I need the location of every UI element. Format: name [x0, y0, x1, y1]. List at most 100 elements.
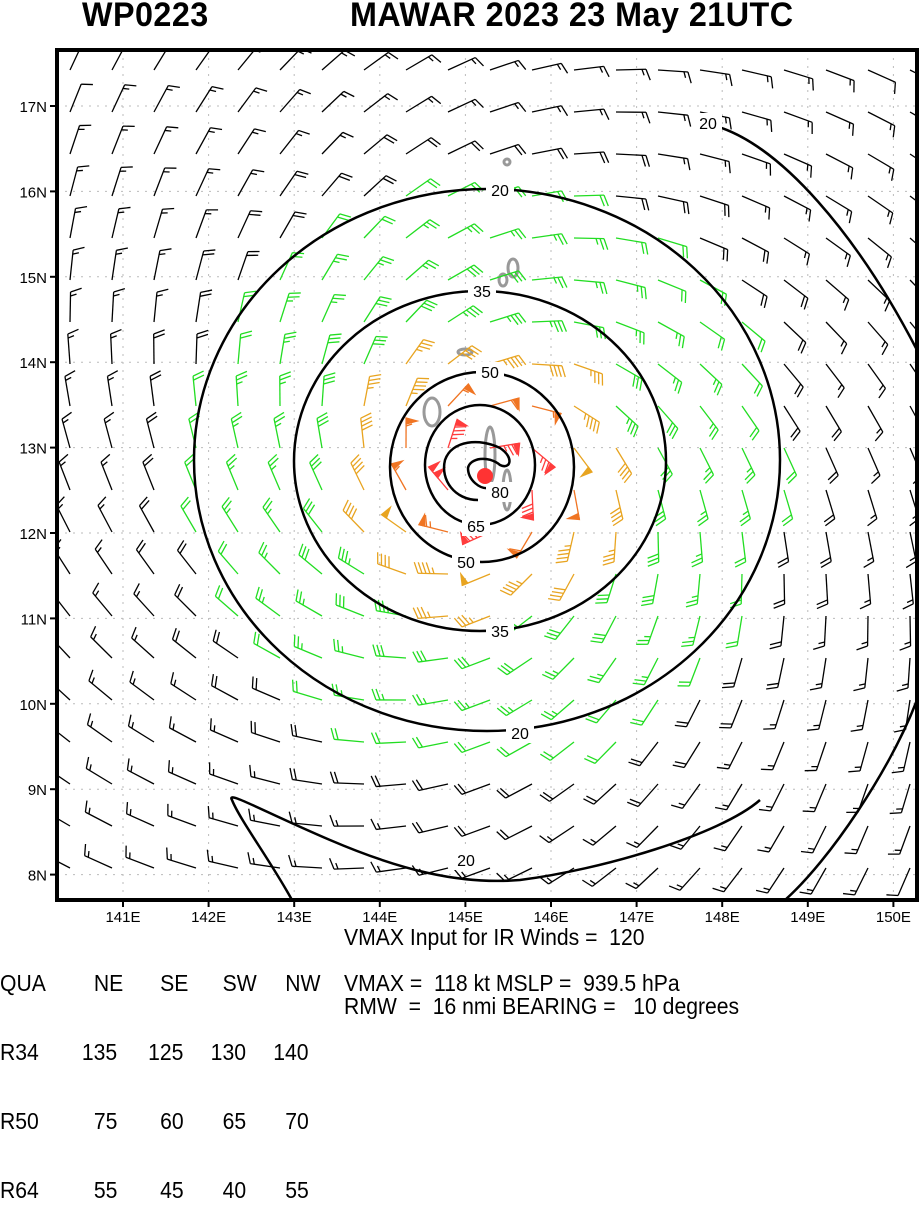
wind-barb — [372, 689, 406, 700]
wind-barb — [700, 364, 722, 395]
barb-full — [330, 858, 334, 869]
barb-full — [670, 845, 681, 849]
barb-half — [806, 208, 807, 214]
barb-full — [723, 248, 724, 260]
barb-full — [562, 321, 566, 332]
barb-full — [771, 120, 772, 132]
wind-barb — [93, 583, 112, 616]
barb-full — [845, 300, 849, 311]
barb-half — [890, 124, 891, 130]
barb-full — [414, 562, 418, 573]
barb-full — [600, 239, 604, 250]
barb-half — [237, 382, 243, 384]
barb-staff — [418, 658, 448, 662]
lat-label: 17N — [19, 99, 47, 116]
barb-staff — [616, 448, 632, 474]
barb-full — [212, 87, 223, 89]
barb-full — [419, 346, 430, 349]
wind-barb — [112, 126, 135, 154]
wind-barb — [104, 412, 114, 448]
wind-barb — [892, 742, 910, 773]
barb-staff — [781, 616, 784, 646]
barb-half — [94, 634, 97, 640]
barb-half — [765, 206, 766, 212]
barb-staff — [551, 700, 574, 720]
barb-staff — [648, 616, 658, 644]
barb-full — [89, 670, 93, 681]
barb-half — [467, 228, 472, 232]
barb-full — [682, 641, 694, 642]
barb-full — [376, 336, 388, 337]
wind-barb — [256, 587, 280, 616]
barb-half — [341, 94, 347, 97]
barb-staff — [70, 250, 73, 280]
wind-barb — [70, 43, 94, 70]
barb-staff — [862, 700, 868, 729]
barb-staff — [68, 334, 70, 364]
barb-half — [432, 568, 434, 574]
wind-barb — [616, 238, 648, 254]
barb-full — [604, 66, 609, 76]
barb-staff — [567, 532, 574, 561]
barb-staff — [59, 462, 70, 490]
barb-full — [78, 166, 90, 167]
wind-barb — [857, 616, 868, 650]
barb-full — [432, 55, 441, 62]
wind-barb — [490, 229, 526, 239]
wind-barb — [532, 63, 568, 73]
barb-half — [105, 419, 110, 422]
wind-barb — [343, 500, 364, 532]
barb-staff — [170, 728, 196, 742]
barb-half — [132, 722, 133, 728]
barb-full — [248, 852, 250, 863]
wind-barb — [629, 742, 658, 766]
barb-full — [871, 476, 879, 484]
barb-half — [428, 57, 433, 61]
barb-staff — [263, 507, 280, 532]
barb-half — [678, 844, 684, 846]
wind-barb — [364, 52, 398, 70]
wind-barb — [574, 152, 609, 163]
wind-barb — [372, 732, 406, 743]
barb-staff — [70, 292, 71, 322]
barb-full — [236, 375, 247, 380]
barb-full — [249, 214, 261, 215]
barb-half — [212, 856, 213, 862]
barb-full — [641, 604, 653, 606]
barb-full — [847, 256, 850, 267]
barb-full — [766, 687, 778, 689]
barb-pennant — [391, 461, 402, 469]
barb-full — [341, 173, 352, 177]
barb-full — [208, 806, 209, 818]
wind-barb — [845, 826, 868, 854]
wind-barb — [112, 85, 136, 112]
barb-staff — [865, 658, 868, 688]
barb-half — [843, 297, 845, 303]
barb-full — [383, 257, 394, 261]
barb-staff — [860, 742, 868, 771]
wind-barb — [742, 154, 770, 176]
wind-barb — [813, 616, 826, 649]
wind-barb — [784, 154, 811, 178]
barb-staff — [338, 558, 364, 574]
wind-barb — [574, 238, 608, 250]
barb-full — [634, 426, 638, 437]
data-cell: 125 — [148, 1041, 183, 1064]
barb-full — [236, 371, 247, 376]
wind-barb — [111, 330, 122, 364]
barb-full — [890, 813, 902, 814]
barb-full — [46, 712, 50, 723]
wind-barb — [238, 251, 260, 280]
wind-barb — [296, 589, 322, 616]
wind-barb — [250, 765, 280, 784]
wind-barb — [669, 868, 700, 890]
contour-label: 20 — [457, 853, 475, 870]
wind-barb — [686, 574, 700, 607]
barb-full — [342, 549, 344, 560]
barb-full — [811, 166, 812, 178]
wind-barb — [89, 670, 112, 700]
header-cell: QUA — [0, 972, 46, 995]
wind-barb — [70, 247, 84, 280]
